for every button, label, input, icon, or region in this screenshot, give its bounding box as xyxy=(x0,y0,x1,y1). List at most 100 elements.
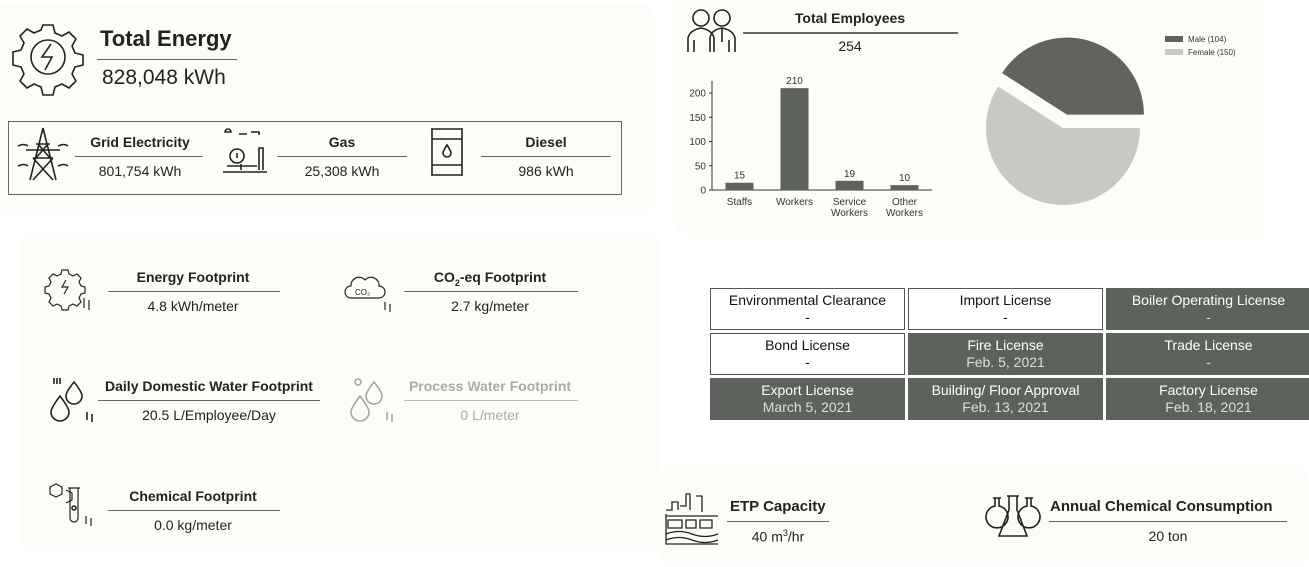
oil-barrel-icon xyxy=(431,128,463,176)
license-name: Boiler Operating License xyxy=(1131,292,1286,308)
license-grid: Environmental Clearance - Import License - B… xyxy=(710,288,1309,420)
x-tick-label: Other xyxy=(892,197,918,208)
license-date: - xyxy=(1206,309,1211,325)
license-date: Feb. 13, 2021 xyxy=(962,399,1049,415)
divider xyxy=(108,291,280,292)
energy-sources-box xyxy=(8,121,622,195)
license-cell: Import License - xyxy=(908,288,1103,330)
chemical-footprint-icon xyxy=(49,483,92,526)
water-drops-icon xyxy=(50,378,93,422)
capacity-panel xyxy=(658,470,1306,562)
employees-title: Total Employees xyxy=(794,10,906,26)
gas-plant-icon xyxy=(223,128,267,173)
license-name: Export License xyxy=(761,382,854,398)
license-name: Fire License xyxy=(967,337,1044,353)
y-tick-label: 100 xyxy=(689,137,706,148)
chemical-value: 20 ton xyxy=(1148,528,1188,544)
source-value: 986 kWh xyxy=(518,163,574,179)
license-name: Environmental Clearance xyxy=(728,292,887,308)
energy-panel xyxy=(0,5,650,210)
divider xyxy=(98,400,320,401)
x-tick-label: Workers xyxy=(886,208,923,219)
legend-label: Male (104) xyxy=(1188,35,1227,44)
footprint-label: CO2-eq Footprint xyxy=(404,269,576,288)
divider xyxy=(108,510,280,511)
footprint-label: Process Water Footprint xyxy=(408,378,572,394)
co2-cloud-icon: CO₂ xyxy=(344,276,391,312)
source-value: 801,754 kWh xyxy=(98,163,182,179)
etp-value-sup: 3 xyxy=(782,528,788,538)
source-label: Grid Electricity xyxy=(90,134,190,150)
bar-data-label: 19 xyxy=(844,169,856,180)
divider xyxy=(404,400,578,401)
gear-lightning-icon xyxy=(12,24,84,96)
legend-label: Female (150) xyxy=(1188,48,1236,57)
x-tick-label: Service xyxy=(833,197,867,208)
total-energy-value: 828,048 kWh xyxy=(102,66,226,89)
bar xyxy=(780,88,809,190)
divider xyxy=(75,156,203,157)
x-tick-label: Workers xyxy=(776,197,813,208)
employees-value: 254 xyxy=(838,38,862,54)
license-cell: Factory License Feb. 18, 2021 xyxy=(1106,378,1309,420)
people-icon xyxy=(687,9,736,52)
pie-slice-female xyxy=(986,86,1140,206)
legend-swatch xyxy=(1165,36,1183,42)
gender-pie-chart: Male (104) Female (150) xyxy=(986,35,1236,206)
co2-label-rest: -eq Footprint xyxy=(459,269,547,285)
license-date: - xyxy=(805,354,810,370)
license-cell: Export License March 5, 2021 xyxy=(710,378,905,420)
source-value: 25,308 kWh xyxy=(304,163,380,179)
y-tick-label: 200 xyxy=(689,89,706,100)
x-tick-label: Workers xyxy=(831,208,868,219)
footprint-label: Daily Domestic Water Footprint xyxy=(105,378,313,394)
footprint-value: 2.7 kg/meter xyxy=(451,298,529,314)
license-cell: Building/ Floor Approval Feb. 13, 2021 xyxy=(908,378,1103,420)
etp-value: 40 m3/hr xyxy=(727,528,829,545)
license-date: March 5, 2021 xyxy=(762,399,853,415)
chemical-title: Annual Chemical Consumption xyxy=(1050,498,1273,515)
footprint-value: 0 L/meter xyxy=(460,407,520,423)
license-name: Trade License xyxy=(1164,337,1253,353)
footprint-panel xyxy=(20,238,660,546)
total-energy-title: Total Energy xyxy=(100,26,232,51)
power-tower-icon xyxy=(17,127,69,181)
bar-data-label: 15 xyxy=(734,171,746,182)
bar-data-label: 10 xyxy=(899,173,911,184)
license-name: Building/ Floor Approval xyxy=(931,382,1080,398)
flasks-icon xyxy=(985,495,1041,537)
license-name: Import License xyxy=(959,292,1052,308)
y-tick-label: 150 xyxy=(689,113,706,124)
footprint-label: Chemical Footprint xyxy=(129,488,257,504)
co2-label-main: CO xyxy=(433,269,455,285)
etp-value-rest: /hr xyxy=(787,528,805,545)
etp-value-main: 40 m xyxy=(751,528,783,545)
divider xyxy=(404,291,578,292)
bar xyxy=(890,185,919,190)
footprint-value: 0.0 kg/meter xyxy=(154,517,232,533)
license-cell: Trade License - xyxy=(1106,333,1309,375)
footprint-label: Energy Footprint xyxy=(136,269,250,285)
co2-label-sub: 2 xyxy=(454,277,460,288)
source-label: Diesel xyxy=(525,134,567,150)
divider xyxy=(277,156,407,157)
x-tick-label: Staffs xyxy=(727,197,752,208)
pie-slice-male xyxy=(1002,37,1144,115)
license-date: Feb. 18, 2021 xyxy=(1165,399,1252,415)
license-name: Factory License xyxy=(1159,382,1258,398)
y-tick-label: 50 xyxy=(695,161,707,172)
license-cell: Fire License Feb. 5, 2021 xyxy=(908,333,1103,375)
process-water-icon xyxy=(350,378,393,422)
bar xyxy=(835,180,864,190)
gear-footprint-icon xyxy=(44,269,90,311)
y-tick-label: 0 xyxy=(700,186,706,197)
co2-text: CO₂ xyxy=(355,288,370,297)
divider xyxy=(481,156,611,157)
etp-title: ETP Capacity xyxy=(730,498,826,515)
license-cell: Boiler Operating License - xyxy=(1106,288,1309,330)
divider xyxy=(97,59,237,60)
bar xyxy=(725,182,754,190)
divider xyxy=(727,521,829,522)
license-date: - xyxy=(1003,309,1008,325)
source-label: Gas xyxy=(328,134,356,150)
